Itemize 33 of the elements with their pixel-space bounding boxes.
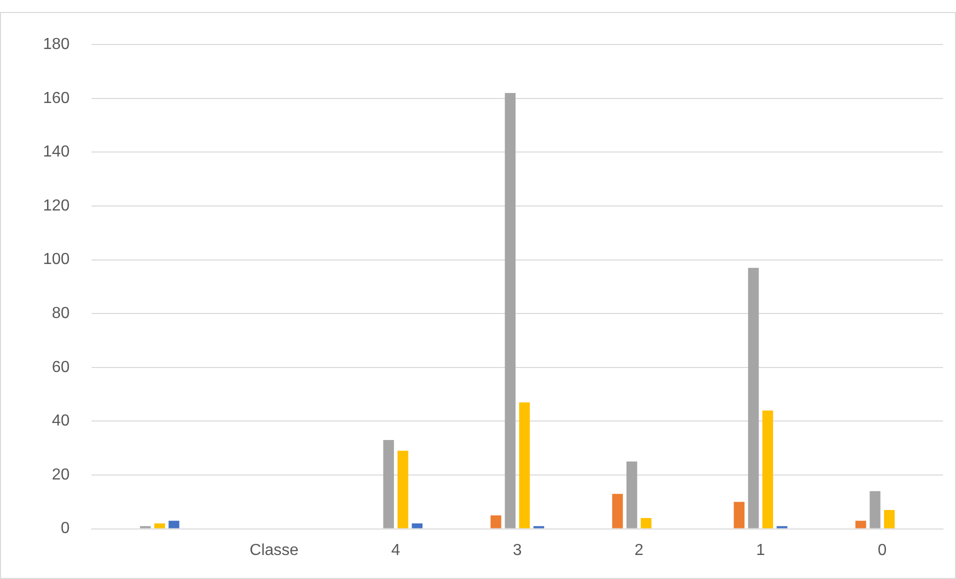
y-tick-label: 120 [42,197,70,214]
bar [748,268,759,528]
bar [519,402,530,528]
y-tick-label: 140 [42,144,70,161]
x-tick-label: 3 [512,542,522,559]
x-tick-label: 4 [391,542,400,559]
bar [168,520,180,528]
y-tick-label: 80 [52,305,70,322]
y-tick-label: 20 [52,466,70,484]
bar [154,523,166,528]
bar [734,502,744,528]
x-tick-label: 2 [634,542,644,559]
bar [490,515,502,528]
y-tick-label: 160 [42,90,70,107]
y-tick-label: 180 [42,36,70,54]
bar [884,510,895,528]
x-tick-label: Classe [250,542,299,559]
bar [504,93,516,528]
x-tick-label: 0 [878,542,887,559]
y-tick-label: 40 [52,412,70,430]
bar [762,410,774,528]
bar [870,491,880,528]
bar [398,450,408,528]
bar [612,494,623,528]
y-tick-label: 0 [60,520,70,538]
bar [855,520,866,528]
x-tick-label: 1 [756,542,766,559]
y-tick-label: 60 [52,358,70,376]
bar [626,462,638,528]
y-tick-label: 100 [42,251,70,268]
bar [412,523,423,528]
bar [640,518,652,528]
bar [383,440,394,528]
